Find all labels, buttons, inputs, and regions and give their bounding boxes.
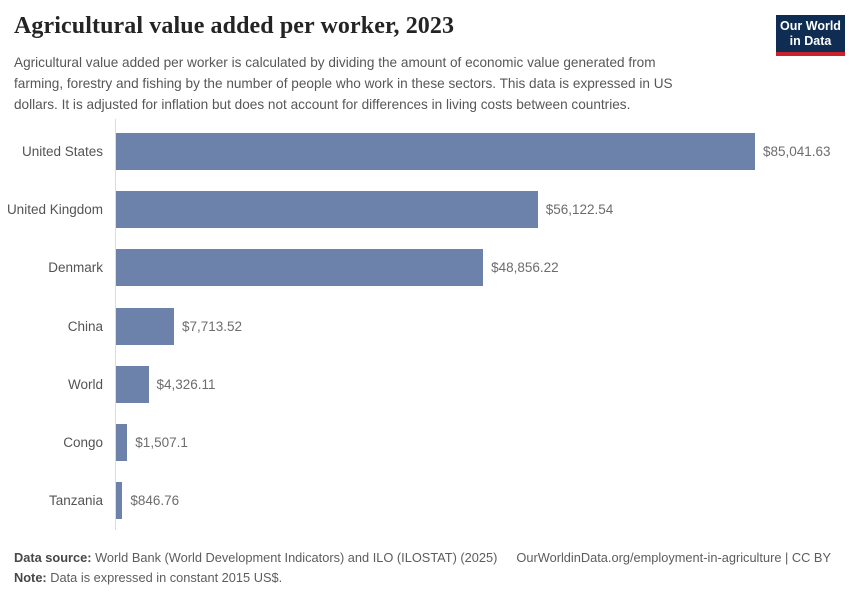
value-label: $85,041.63 — [763, 143, 831, 159]
category-label: Denmark — [48, 260, 103, 276]
source-label: Data source: — [14, 550, 92, 565]
chart-footer: Data source: World Bank (World Developme… — [14, 548, 831, 588]
category-label: China — [67, 318, 103, 334]
bar[interactable] — [116, 307, 174, 345]
bar[interactable] — [116, 365, 149, 403]
footer-source-line: Data source: World Bank (World Developme… — [14, 548, 831, 568]
category-label: Congo — [63, 435, 103, 451]
value-label: $1,507.1 — [135, 435, 188, 451]
value-label: $48,856.22 — [491, 260, 559, 276]
chart-title: Agricultural value added per worker, 202… — [14, 13, 455, 39]
bar-chart: United States $85,041.63 United Kingdom $56… — [0, 122, 850, 530]
bar-row: Congo $1,507.1 — [0, 413, 850, 471]
category-label: United Kingdom — [6, 201, 103, 217]
note-value: Data is expressed in constant 2015 US$. — [46, 570, 283, 585]
bar[interactable] — [116, 190, 538, 228]
source-text: Data source: World Bank (World Developme… — [14, 548, 497, 568]
bar-row: World $4,326.11 — [0, 355, 850, 413]
chart-subtitle: Agricultural value added per worker is c… — [14, 55, 673, 112]
category-label: Tanzania — [48, 493, 103, 509]
value-label: $4,326.11 — [156, 376, 216, 392]
note-label: Note: — [14, 570, 47, 585]
bar-row: United States $85,041.63 — [0, 122, 850, 180]
value-label: $7,713.52 — [182, 318, 243, 334]
owid-logo-line2: in Data — [789, 34, 832, 48]
bar[interactable] — [116, 424, 128, 462]
value-label: $846.76 — [130, 493, 180, 509]
y-axis-line — [115, 119, 116, 530]
bar-row: China $7,713.52 — [0, 297, 850, 355]
bar[interactable] — [116, 482, 123, 520]
owid-logo: Our World in Data — [776, 15, 845, 56]
value-label: $56,122.54 — [545, 201, 614, 217]
bar-row: Tanzania $846.76 — [0, 472, 850, 530]
category-label: World — [67, 376, 103, 392]
license-link: OurWorldinData.org/employment-in-agricul… — [516, 550, 831, 565]
bar[interactable] — [116, 249, 484, 287]
bar-row: United Kingdom $56,122.54 — [0, 180, 850, 238]
bar-row: Denmark $48,856.22 — [0, 239, 850, 297]
footer-note-line: Note: Data is expressed in constant 2015… — [14, 568, 831, 588]
category-label: United States — [21, 143, 103, 159]
owid-logo-line1: Our World — [780, 19, 841, 33]
bar[interactable] — [116, 132, 755, 170]
source-value: World Bank (World Development Indicators… — [91, 550, 498, 565]
